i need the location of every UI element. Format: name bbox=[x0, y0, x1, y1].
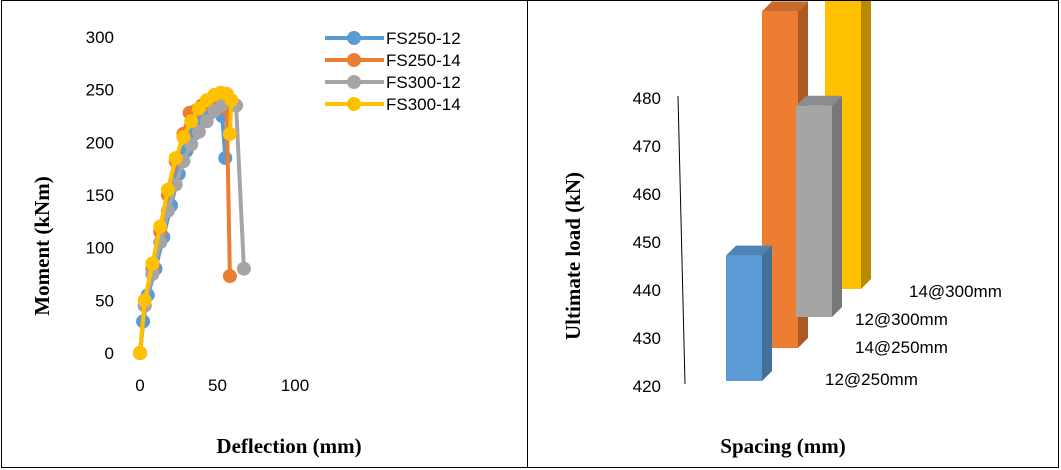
y-tick-label: 150 bbox=[86, 186, 114, 205]
data-point bbox=[160, 182, 175, 197]
data-point bbox=[137, 293, 152, 308]
data-point bbox=[218, 151, 233, 166]
legend-marker bbox=[347, 97, 361, 111]
data-point bbox=[199, 114, 214, 129]
data-point bbox=[222, 269, 237, 284]
legend-item: FS300-14 bbox=[325, 95, 461, 114]
legend-marker bbox=[347, 31, 361, 45]
bar-top bbox=[796, 95, 842, 106]
y-tick-label: 250 bbox=[86, 81, 114, 100]
bar-side bbox=[762, 245, 772, 381]
legend-item: FS250-12 bbox=[325, 29, 461, 48]
y-tick-label: 300 bbox=[86, 28, 114, 47]
y-tick-label: 420 bbox=[633, 377, 661, 396]
bar-12@300mm bbox=[796, 95, 842, 317]
data-point bbox=[184, 114, 199, 129]
x-tick-label: 0 bbox=[135, 376, 144, 395]
series-fs300-14 bbox=[133, 85, 239, 360]
y-tick-label: 480 bbox=[633, 89, 661, 108]
category-label: 14@250mm bbox=[855, 338, 948, 357]
legend-label: FS250-14 bbox=[386, 51, 461, 70]
data-point bbox=[222, 126, 237, 141]
moment-deflection-chart-panel: 0 50 100 150 200 250 300 0 50 100 FS250-12 FS250-… bbox=[1, 0, 528, 468]
legend-item: FS250-14 bbox=[325, 51, 461, 70]
category-label: 12@300mm bbox=[855, 310, 948, 329]
bar-front bbox=[796, 105, 832, 317]
legend-item: FS300-12 bbox=[325, 73, 461, 92]
ultimate-load-chart-panel: 420 430 440 450 460 470 480 12@250mm 14@250mm 12… bbox=[527, 0, 1059, 468]
bar-12@250mm bbox=[726, 245, 772, 381]
data-point bbox=[236, 261, 251, 276]
y-axis-line bbox=[677, 95, 686, 385]
bar-front bbox=[726, 255, 762, 381]
legend-label: FS250-12 bbox=[386, 29, 461, 48]
y-tick-label: 460 bbox=[633, 185, 661, 204]
bar-side bbox=[861, 1, 871, 289]
x-axis-title: Deflection (mm) bbox=[216, 434, 361, 458]
data-point bbox=[153, 219, 168, 234]
category-label: 12@250mm bbox=[825, 370, 918, 389]
y-tick-label: 450 bbox=[633, 233, 661, 252]
y-tick-label: 440 bbox=[633, 281, 661, 300]
data-point bbox=[145, 256, 160, 271]
legend-marker bbox=[347, 75, 361, 89]
category-label: 14@300mm bbox=[909, 282, 1002, 301]
x-axis-title: Spacing (mm) bbox=[720, 434, 845, 458]
data-point bbox=[191, 124, 206, 139]
y-tick-label: 200 bbox=[86, 133, 114, 152]
moment-deflection-chart: 0 50 100 150 200 250 300 0 50 100 FS250-12 FS250-… bbox=[30, 28, 461, 458]
y-tick-label: 470 bbox=[633, 137, 661, 156]
data-point bbox=[133, 346, 147, 360]
legend-label: FS300-12 bbox=[386, 73, 461, 92]
y-tick-label: 430 bbox=[633, 329, 661, 348]
y-axis-title: Moment (kNm) bbox=[30, 176, 54, 315]
data-point bbox=[176, 130, 191, 145]
y-tick-label: 50 bbox=[95, 291, 114, 310]
x-tick-label: 50 bbox=[208, 376, 227, 395]
legend-label: FS300-14 bbox=[386, 95, 461, 114]
data-point bbox=[224, 93, 239, 108]
ultimate-load-chart: 420 430 440 450 460 470 480 12@250mm 14@250mm 12… bbox=[561, 1, 1002, 458]
y-tick-label: 0 bbox=[105, 344, 114, 363]
bar-side bbox=[832, 95, 842, 317]
y-axis-title: Ultimate load (kN) bbox=[561, 172, 585, 340]
legend-marker bbox=[347, 53, 361, 67]
bar-top bbox=[726, 245, 772, 256]
data-point bbox=[168, 151, 183, 166]
bar-top bbox=[762, 1, 808, 12]
x-tick-label: 100 bbox=[281, 376, 309, 395]
y-tick-label: 100 bbox=[86, 239, 114, 258]
